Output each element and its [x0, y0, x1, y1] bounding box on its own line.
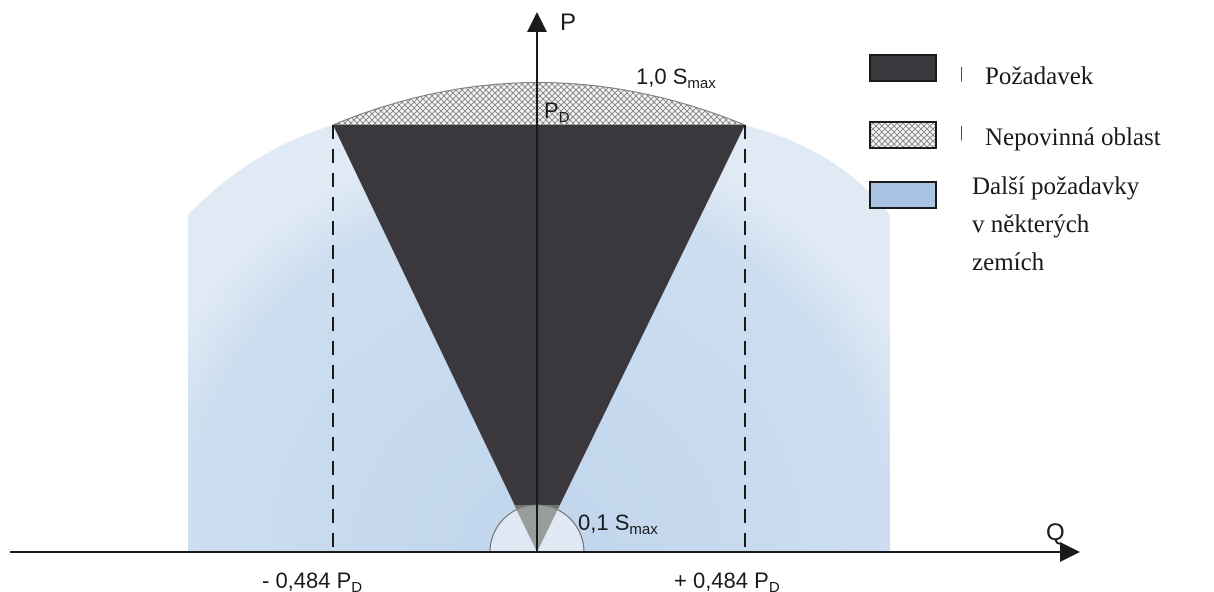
legend-swatch-additional: [869, 181, 937, 209]
legend-text-optional: Nepovinná oblast: [985, 124, 1161, 151]
legend-marker-optional: |: [960, 124, 963, 141]
optional-area-cap: [332, 82, 746, 126]
legend-item-requirement: | Požadavek: [869, 54, 1094, 90]
legend-item-additional: Další požadavky v některých zemích: [869, 173, 1140, 276]
pos-pd-label: + 0,484 PD: [674, 568, 780, 592]
legend-marker-requirement: |: [960, 65, 963, 82]
neg-pd-label: - 0,484 PD: [262, 568, 362, 592]
requirement-triangle: [333, 125, 745, 552]
smax-top-label: 1,0 Smax: [636, 64, 716, 92]
pd-top-label: PD: [544, 98, 570, 126]
legend-text-additional-line1: Další požadavky: [972, 173, 1140, 200]
legend-text-additional-line3: zemích: [972, 249, 1045, 276]
legend-item-optional: | Nepovinná oblast: [869, 121, 1161, 151]
smax-small-label: 0,1 Smax: [578, 510, 658, 538]
legend-swatch-optional: [869, 121, 937, 149]
q-axis-label: Q: [1046, 519, 1065, 546]
legend-swatch-requirement: [869, 54, 937, 82]
p-axis-label: P: [560, 9, 576, 36]
legend-text-additional-line2: v některých: [972, 211, 1090, 238]
legend-text-requirement: Požadavek: [985, 63, 1094, 90]
legend: | Požadavek | Nepovinná oblast Další pož…: [869, 54, 1161, 276]
